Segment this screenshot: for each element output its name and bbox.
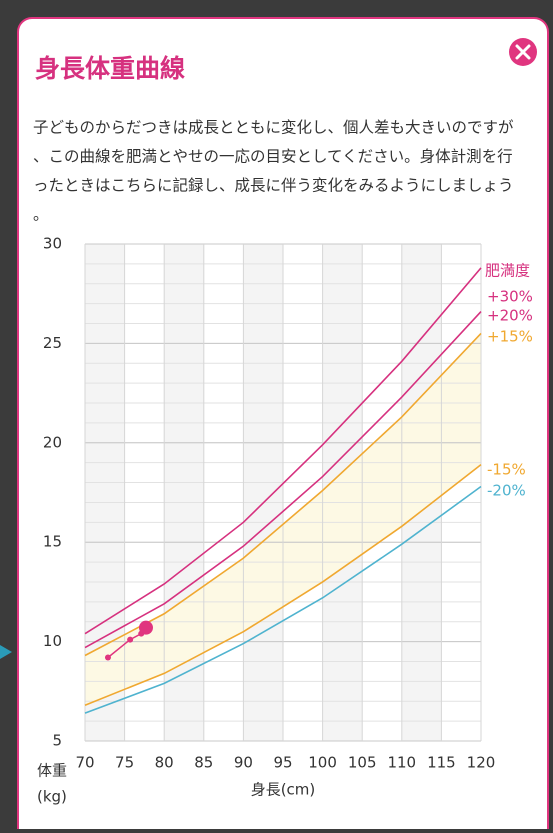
side-arrow <box>0 645 12 659</box>
series-label: +30% <box>487 288 533 306</box>
measurement-point <box>127 636 134 643</box>
chart: 5 10 15 20 25 30 70 75 80 85 90 95 100 105 110 115 120 +3… <box>37 235 533 806</box>
y-axis-label: (kg) <box>37 788 67 806</box>
description-line: 。 <box>33 206 49 224</box>
description: 子どものからだつきは成長とともに変化し、個人差も大きいのですが、この曲線を肥満と… <box>33 119 514 224</box>
x-tick-label: 105 <box>348 754 377 772</box>
legend-title: 肥満度 <box>485 262 530 280</box>
x-axis-label: 身長(cm) <box>251 781 316 799</box>
x-tick-label: 75 <box>115 754 134 772</box>
series-label: +20% <box>487 307 533 325</box>
measurement-point <box>138 620 153 635</box>
y-tick-label: 10 <box>43 632 62 650</box>
modal-title: 身長体重曲線 <box>35 54 185 83</box>
y-axis-label: 体重 <box>37 762 67 780</box>
x-tick-label: 85 <box>194 754 213 772</box>
series-label: -20% <box>487 482 526 500</box>
description-line: 子どものからだつきは成長とともに変化し、個人差も大きいのですが <box>33 119 514 137</box>
normal-range <box>85 333 481 706</box>
x-tick-label: 90 <box>234 754 253 772</box>
x-tick-label: 100 <box>308 754 337 772</box>
x-tick-label: 120 <box>467 754 496 772</box>
y-tick-label: 20 <box>43 433 62 451</box>
y-tick-label: 30 <box>43 235 62 253</box>
y-tick-label: 15 <box>43 533 62 551</box>
series-line <box>84 464 482 706</box>
y-tick-label: 25 <box>43 334 62 352</box>
x-tick-label: 110 <box>387 754 416 772</box>
x-tick-label: 115 <box>427 754 456 772</box>
grid-band <box>243 244 283 741</box>
description-line: ったときはこちらに記録し、成長に伴う変化をみるようにしましょう <box>33 177 514 195</box>
measurement-point <box>104 654 111 661</box>
series-label: -15% <box>487 461 526 479</box>
series-line <box>84 311 482 649</box>
x-tick-label: 70 <box>75 754 94 772</box>
x-tick-label: 80 <box>155 754 174 772</box>
x-tick-label: 95 <box>273 754 292 772</box>
y-tick-label: 5 <box>52 732 62 750</box>
series-label: +15% <box>487 328 533 346</box>
close-icon[interactable] <box>515 44 531 60</box>
series-line <box>84 485 482 714</box>
series-line <box>84 332 482 657</box>
close-button[interactable] <box>509 38 537 66</box>
series-line <box>84 267 482 635</box>
description-line: 、この曲線を肥満とやせの一応の目安としてください。身体計測を行 <box>33 148 513 166</box>
